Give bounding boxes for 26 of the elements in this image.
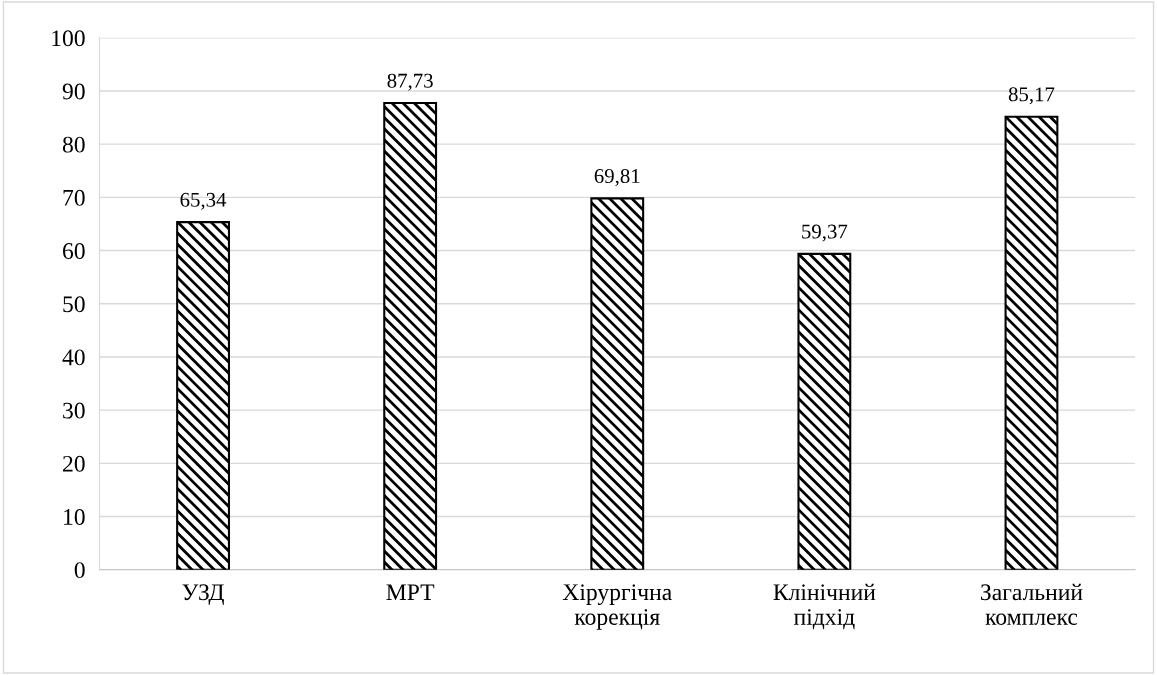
- x-tick-label: Загальний комплекс: [981, 583, 1083, 625]
- bar: [797, 252, 852, 570]
- bar: [383, 102, 438, 570]
- y-tick-label: 40: [62, 349, 85, 366]
- x-tick-label: Хірургічна корекція: [562, 584, 672, 630]
- y-tick-label: 10: [64, 509, 85, 525]
- x-tick-label: МРТ: [386, 584, 435, 600]
- data-label: 87,73: [387, 73, 433, 91]
- y-tick-label: 90: [62, 83, 85, 100]
- data-label: 65,34: [180, 192, 227, 210]
- data-label: 85,17: [1008, 87, 1055, 105]
- y-tick-label: 50: [63, 296, 85, 313]
- y-tick-label: 20: [63, 455, 85, 472]
- y-tick-label: 0: [74, 562, 85, 579]
- y-tick-label: 80: [62, 136, 85, 153]
- y-tick-label: 30: [63, 402, 85, 419]
- bar: [176, 221, 230, 570]
- y-tick-label: 70: [63, 189, 85, 206]
- x-tick-label: Клінічний підхід: [773, 583, 876, 630]
- bar: [1004, 115, 1059, 570]
- data-label: 69,81: [594, 168, 640, 187]
- bar: [590, 197, 645, 570]
- data-label: 59,37: [802, 224, 848, 242]
- y-tick-label: 60: [63, 243, 85, 259]
- y-tick-label: 100: [52, 30, 85, 47]
- x-tick-label: УЗД: [182, 584, 224, 605]
